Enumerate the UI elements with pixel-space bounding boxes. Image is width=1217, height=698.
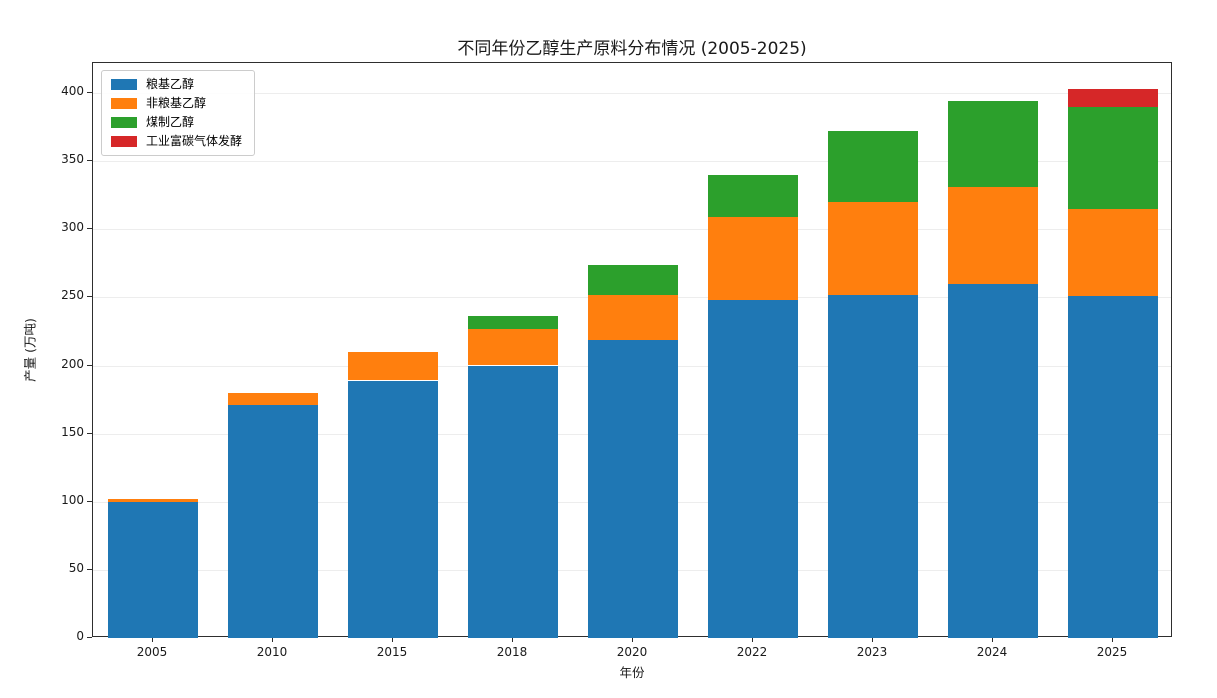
bar-segment [588, 339, 678, 638]
bar-segment [1068, 296, 1158, 638]
grid-line [93, 93, 1171, 94]
y-tick-mark [87, 364, 92, 366]
y-tick-mark [87, 637, 92, 638]
legend-label: 非粮基乙醇 [146, 96, 207, 110]
x-tick-mark [871, 638, 873, 642]
y-tick-mark [87, 500, 92, 502]
y-tick-mark [87, 160, 92, 162]
x-axis-label: 年份 [619, 665, 645, 680]
x-tick-label: 2015 [376, 645, 408, 659]
y-tick-mark [87, 568, 92, 570]
x-tick-mark [1111, 638, 1113, 642]
legend-swatch [111, 136, 137, 147]
legend-swatch [111, 98, 137, 109]
x-tick-mark [991, 638, 993, 642]
legend-item: 非粮基乙醇 [111, 97, 242, 110]
y-tick-mark [87, 92, 92, 93]
bar-segment [468, 328, 558, 366]
bar-segment [708, 300, 798, 638]
legend-label: 工业富碳气体发酵 [146, 134, 243, 148]
bar-segment [828, 294, 918, 638]
x-tick-mark [751, 638, 753, 642]
bar-segment [108, 501, 198, 638]
bar-segment [468, 316, 558, 329]
bar-segment [828, 202, 918, 295]
plot-area: 粮基乙醇非粮基乙醇煤制乙醇工业富碳气体发酵 [92, 62, 1172, 638]
legend-label: 煤制乙醇 [146, 115, 195, 129]
chart-title: 不同年份乙醇生产原料分布情况 (2005-2025) [457, 39, 807, 59]
x-tick-mark [511, 638, 513, 642]
x-tick-label: 2020 [616, 645, 648, 659]
legend-label: 粮基乙醇 [146, 77, 195, 91]
bar-segment [708, 217, 798, 301]
x-tick-mark [271, 638, 273, 642]
x-tick-label: 2025 [1096, 645, 1128, 659]
y-tick-label: 150 [61, 424, 84, 439]
y-tick-mark [87, 228, 92, 230]
grid-line [93, 161, 1171, 163]
y-tick-label: 0 [76, 629, 84, 643]
bar-segment [948, 283, 1038, 638]
y-axis-label: 产量 (万吨) [22, 318, 38, 382]
bar-segment [948, 101, 1038, 187]
x-tick-label: 2022 [736, 645, 768, 659]
x-tick-mark [631, 638, 633, 642]
bar-segment [228, 405, 318, 638]
x-tick-label: 2010 [256, 645, 288, 659]
y-tick-label: 350 [61, 152, 84, 167]
bar-segment [1068, 208, 1158, 296]
bar-segment [228, 392, 318, 405]
bar-segment [108, 499, 198, 502]
bar-segment [588, 264, 678, 295]
x-tick-label: 2005 [136, 645, 168, 659]
bar-segment [828, 131, 918, 202]
x-tick-label: 2024 [976, 645, 1008, 659]
bar-segment [348, 380, 438, 638]
y-tick-label: 100 [61, 492, 84, 507]
bar-segment [708, 174, 798, 217]
x-tick-mark [151, 638, 153, 642]
y-tick-mark [87, 296, 92, 298]
y-tick-label: 300 [61, 220, 84, 235]
x-tick-mark [391, 638, 393, 642]
legend-item: 粮基乙醇 [111, 78, 242, 91]
bar-segment [468, 365, 558, 638]
bar-segment [1068, 106, 1158, 209]
bar-segment [1068, 88, 1158, 107]
y-tick-label: 200 [61, 356, 84, 371]
bar-segment [348, 351, 438, 381]
y-tick-label: 400 [61, 84, 84, 98]
bar-segment [948, 187, 1038, 284]
y-tick-label: 250 [61, 288, 84, 303]
x-tick-label: 2023 [856, 645, 888, 659]
x-tick-label: 2018 [496, 645, 528, 659]
legend-item: 工业富碳气体发酵 [111, 135, 242, 148]
legend-item: 煤制乙醇 [111, 116, 242, 129]
legend: 粮基乙醇非粮基乙醇煤制乙醇工业富碳气体发酵 [101, 70, 256, 156]
legend-swatch [111, 79, 137, 90]
y-tick-mark [87, 432, 92, 434]
y-tick-label: 50 [68, 560, 84, 575]
bar-segment [588, 294, 678, 340]
legend-swatch [111, 117, 137, 128]
grid-line [93, 229, 1171, 231]
